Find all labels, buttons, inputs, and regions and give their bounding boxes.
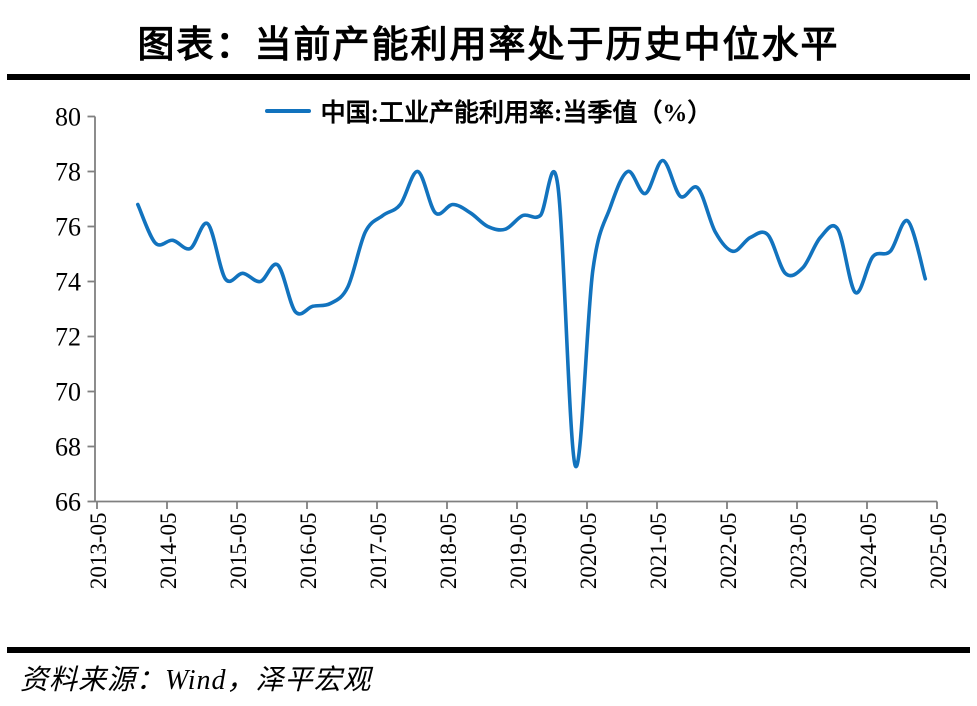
y-tick-label: 76 [55,213,81,242]
y-tick-label: 66 [55,488,81,517]
x-tick-label: 2025-05 [926,513,951,590]
y-tick-label: 74 [55,268,81,297]
legend-label: 中国:工业产能利用率:当季值（%） [320,100,713,127]
source-note: 资料来源：Wind，泽平宏观 [20,665,372,696]
x-tick-label: 2023-05 [786,513,811,590]
top-divider-rule [7,74,970,80]
x-tick-label: 2018-05 [436,513,461,590]
x-tick-label: 2015-05 [226,513,251,590]
x-tick-label: 2016-05 [296,513,321,590]
x-tick-label: 2021-05 [646,513,671,590]
y-tick-label: 70 [55,378,81,407]
x-tick-label: 2024-05 [856,513,881,590]
page-title: 图表：当前产能利用率处于历史中位水平 [137,25,840,66]
x-tick-label: 2022-05 [716,513,741,590]
x-tick-label: 2017-05 [366,513,391,590]
x-tick-label: 2019-05 [506,513,531,590]
legend-line-swatch [264,109,311,113]
x-tick-label: 2020-05 [576,513,601,590]
y-tick-label: 72 [55,323,81,352]
legend: 中国:工业产能利用率:当季值（%） [0,93,977,129]
y-tick-label: 80 [55,103,81,132]
x-tick-label: 2014-05 [156,513,181,590]
capacity-utilization-line-chart: 66 68 70 72 74 76 78 80 2013-05 2014-05 2015-05 201… [55,103,951,590]
bottom-divider-rule [7,647,970,653]
x-tick-label: 2013-05 [86,513,111,590]
y-tick-label: 78 [55,158,81,187]
series-line [136,158,928,469]
y-tick-label: 68 [55,433,81,462]
